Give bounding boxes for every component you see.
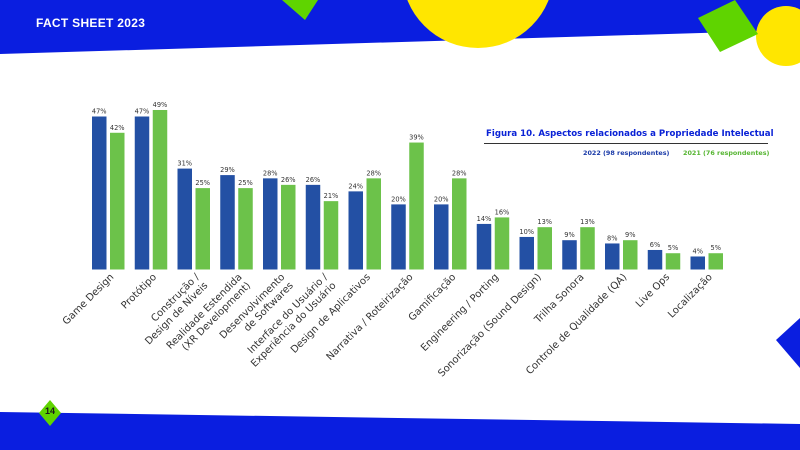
bar-2022-2 (177, 168, 192, 270)
bar-2021-1 (152, 109, 168, 270)
bar-2022-4 (263, 178, 278, 270)
bar-2022-5 (305, 184, 321, 270)
category-label-0: Game Design (61, 272, 116, 327)
bar-2022-8 (434, 204, 449, 270)
data-label-2022-10: 10% (519, 228, 534, 236)
bar-2021-14 (708, 253, 723, 270)
right-triangle-decoration (776, 318, 800, 368)
data-label-2021-2: 25% (195, 179, 210, 187)
yellow-circle-decoration (407, 0, 549, 48)
bar-2022-13 (647, 249, 663, 270)
bar-2022-9 (476, 223, 492, 270)
data-label-2022-0: 47% (92, 108, 107, 116)
data-label-2021-13: 5% (668, 244, 678, 252)
bar-2021-4 (281, 184, 296, 270)
bar-2022-14 (690, 256, 705, 270)
chart-title: Figura 10. Aspectos relacionados a Propr… (486, 129, 774, 139)
data-label-2022-1: 47% (135, 108, 150, 116)
data-label-2022-2: 31% (177, 160, 192, 168)
data-label-2021-3: 25% (238, 179, 253, 187)
bar-2021-3 (238, 188, 253, 270)
data-label-2021-9: 16% (495, 208, 510, 216)
bar-2021-11 (580, 227, 595, 270)
bar-2021-0 (110, 132, 125, 270)
data-label-2022-9: 14% (477, 215, 492, 223)
header-band (0, 0, 800, 54)
bar-2021-10 (537, 227, 552, 270)
yellow-circle-right-decoration (756, 6, 800, 66)
bar-2022-1 (134, 116, 150, 270)
bar-2021-5 (323, 201, 339, 270)
page-number-badge (39, 400, 61, 426)
data-label-2021-11: 13% (580, 218, 595, 226)
bar-2021-9 (494, 217, 510, 270)
data-label-2022-6: 24% (348, 182, 363, 190)
data-label-2022-4: 28% (263, 169, 278, 177)
bar-2022-0 (92, 116, 107, 270)
data-label-2021-4: 26% (281, 176, 296, 184)
data-label-2022-14: 4% (693, 247, 703, 255)
data-label-2021-6: 28% (366, 169, 381, 177)
bar-2022-7 (391, 204, 406, 270)
bar-2022-3 (220, 175, 235, 270)
bar-2022-6 (348, 191, 363, 270)
footer-band (0, 412, 800, 450)
data-label-2021-5: 21% (324, 192, 339, 200)
data-label-2022-11: 9% (564, 231, 574, 239)
legend-2021: 2021 (76 respondentes) (683, 149, 770, 157)
category-label-14: Localização (666, 272, 715, 321)
data-label-2021-1: 49% (153, 101, 168, 109)
bar-2022-11 (562, 240, 577, 270)
data-label-2022-5: 26% (306, 176, 321, 184)
data-label-2021-8: 28% (452, 169, 467, 177)
bar-2021-2 (195, 188, 210, 270)
bar-2021-7 (409, 142, 424, 270)
data-label-2022-12: 8% (607, 234, 617, 242)
bar-2022-10 (519, 236, 534, 270)
chart-title-rule (484, 143, 768, 144)
bar-2022-12 (605, 243, 620, 270)
data-label-2022-3: 29% (220, 166, 235, 174)
header-title: FACT SHEET 2023 (36, 16, 146, 30)
bar-2021-8 (452, 178, 467, 270)
data-label-2021-10: 13% (537, 218, 552, 226)
lime-triangle-decoration (282, 0, 318, 20)
bar-2021-6 (366, 178, 381, 270)
data-label-2022-8: 20% (434, 195, 449, 203)
bar-2021-13 (665, 253, 681, 270)
category-label-13: Live Ops (634, 272, 672, 310)
data-label-2022-13: 6% (650, 241, 660, 249)
legend-2022: 2022 (98 respondentes) (583, 149, 670, 157)
data-label-2021-0: 42% (110, 124, 125, 132)
data-label-2021-7: 39% (409, 134, 424, 142)
category-label-9: Engineering / Porting (419, 272, 501, 354)
page-number: 14 (44, 406, 55, 416)
data-label-2022-7: 20% (391, 195, 406, 203)
data-label-2021-14: 5% (711, 244, 721, 252)
category-label-7: Narrativa / Roteirização (325, 272, 416, 363)
lime-square-decoration (698, 0, 758, 52)
bar-2021-12 (623, 240, 638, 270)
data-label-2021-12: 9% (625, 231, 635, 239)
category-label-1: Protótipo (119, 271, 159, 311)
